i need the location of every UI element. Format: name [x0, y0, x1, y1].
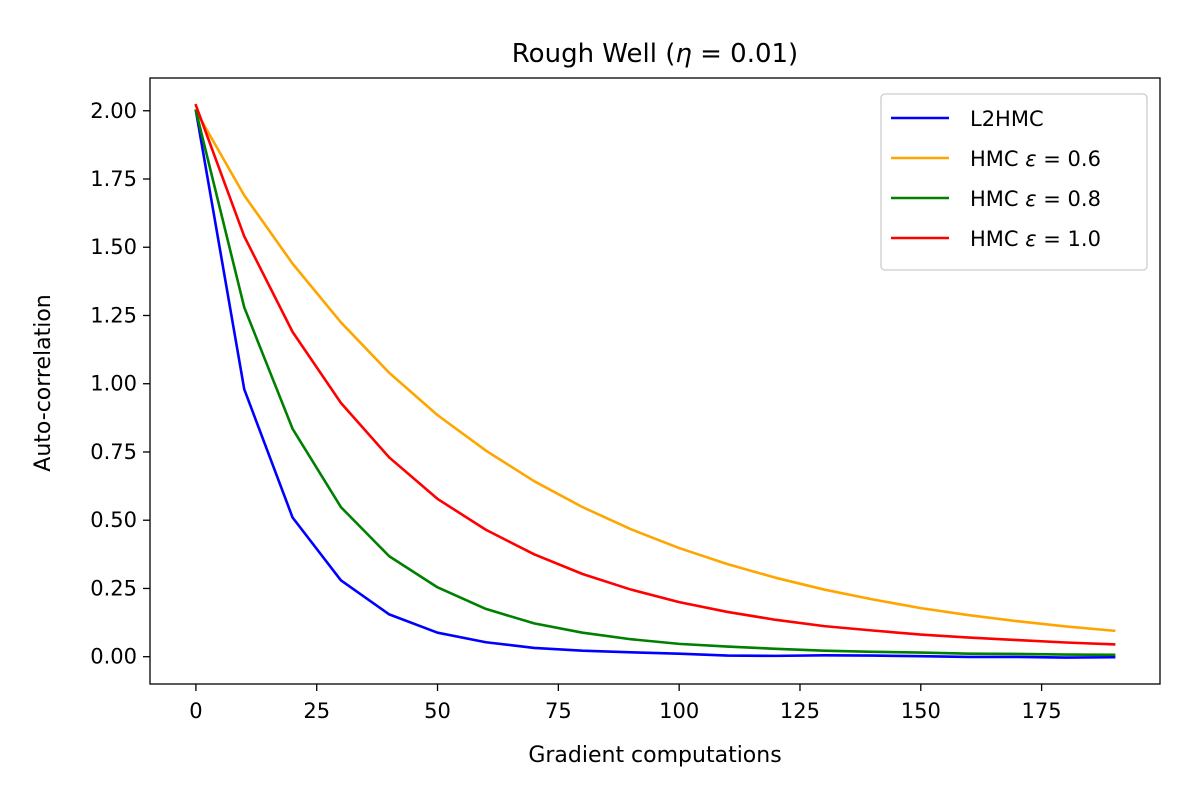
x-tick-label: 75 — [545, 699, 572, 723]
series-layer — [194, 103, 1116, 659]
x-tick-label: 25 — [303, 699, 330, 723]
legend-entry-symbol: ε — [1025, 187, 1036, 211]
legend-entry-prefix: HMC — [970, 227, 1025, 251]
series-line-3 — [194, 103, 1116, 646]
legend-entry-value: = 1.0 — [1037, 227, 1101, 251]
y-tick-label: 0.75 — [90, 440, 137, 464]
chart-title-prefix: Rough Well ( — [512, 39, 676, 69]
x-tick-label: 175 — [1022, 699, 1062, 723]
legend-frame — [880, 93, 1148, 271]
y-tick-label: 2.00 — [90, 99, 137, 123]
series-line-2 — [194, 109, 1116, 657]
y-tick-label: 1.50 — [90, 235, 137, 259]
chart-title-math-symbol: η — [675, 39, 691, 69]
x-tick-label: 50 — [424, 699, 451, 723]
legend-entry-3: HMC ε = 1.0 — [970, 227, 1101, 251]
chart-title-math-rest: = 0.01) — [692, 39, 798, 69]
y-axis-ticks: 0.00 0.25 0.50 0.75 1.00 1.25 1.50 1.75 2.00 — [90, 99, 150, 669]
legend-entry-2: HMC ε = 0.8 — [970, 187, 1101, 211]
x-axis-label: Gradient computations — [528, 743, 781, 768]
chart-title: Rough Well (η = 0.01) — [512, 39, 798, 69]
legend-entry-symbol: ε — [1025, 227, 1036, 251]
x-tick-label: 125 — [780, 699, 820, 723]
legend-entry-value: = 0.8 — [1037, 187, 1101, 211]
legend-entry-value: = 0.6 — [1037, 147, 1101, 171]
y-tick-label: 0.50 — [90, 508, 137, 532]
y-tick-label: 0.25 — [90, 576, 137, 600]
y-tick-label: 1.25 — [90, 303, 137, 327]
series-line-1 — [194, 108, 1116, 633]
y-tick-label: 1.00 — [90, 372, 137, 396]
x-tick-label: 150 — [901, 699, 941, 723]
legend-entry-1: HMC ε = 0.6 — [970, 147, 1101, 171]
legend-entry-0: L2HMC — [970, 107, 1044, 131]
x-axis-ticks: 0 25 50 75 100 125 150 175 — [189, 684, 1062, 723]
x-tick-label: 0 — [189, 699, 202, 723]
y-tick-label: 0.00 — [90, 645, 137, 669]
legend-entry-prefix: HMC — [970, 187, 1025, 211]
plot-frame — [149, 77, 1161, 685]
legend-entry-prefix: L2HMC — [970, 107, 1044, 131]
legend-entry-symbol: ε — [1025, 147, 1036, 171]
x-tick-label: 100 — [659, 699, 699, 723]
y-tick-label: 1.75 — [90, 167, 137, 191]
y-axis-label: Auto-correlation — [31, 294, 56, 471]
series-line-0 — [194, 109, 1116, 659]
legend-entry-prefix: HMC — [970, 147, 1025, 171]
